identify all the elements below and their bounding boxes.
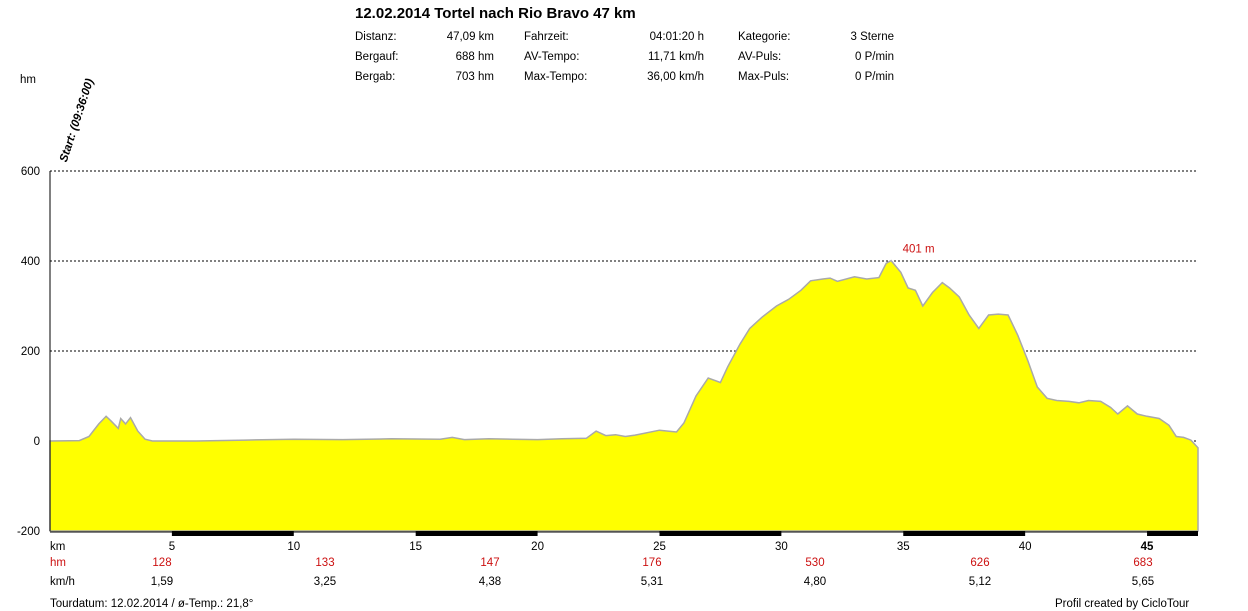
stat-label-bergab: Bergab: (355, 71, 396, 83)
max-elevation-annotation: 401 m (903, 244, 935, 256)
kmh-row-value: 5,31 (640, 576, 664, 588)
stat-value-max-tempo: 36,00 km/h (647, 71, 704, 83)
hm-row-value: 683 (1133, 557, 1153, 569)
hm-row-value: 128 (152, 557, 172, 569)
x-tick-label: 35 (897, 541, 910, 553)
kmh-row-value: 3,25 (313, 576, 337, 588)
hm-row-value: 176 (642, 557, 662, 569)
hm-row-value: 626 (970, 557, 990, 569)
kmh-row-value: 5,65 (1131, 576, 1155, 588)
stat-label-av-puls: AV-Puls: (738, 51, 782, 63)
kmh-row-label: km/h (50, 576, 75, 588)
stat-value-kategorie: 3 Sterne (850, 31, 894, 43)
x-tick-label: 5 (169, 541, 175, 553)
km-row-label: km (50, 541, 65, 553)
stat-value-fahrzeit: 04:01:20 h (649, 31, 704, 43)
y-axis-label: hm (20, 74, 36, 86)
y-tick-label: 0 (34, 436, 40, 448)
stat-label-max-tempo: Max-Tempo: (524, 71, 588, 83)
kmh-row-value: 1,59 (150, 576, 174, 588)
x-tick-label: 40 (1019, 541, 1032, 553)
kmh-row-value: 4,38 (478, 576, 502, 588)
stat-value-distanz: 47,09 km (446, 31, 494, 43)
stat-value-av-puls: 0 P/min (855, 51, 894, 63)
y-tick-label: 600 (21, 166, 40, 178)
stat-value-max-puls: 0 P/min (855, 71, 894, 83)
km-band-segment (659, 531, 782, 536)
km-band-segment (1147, 531, 1198, 536)
footer-tour-info: Tourdatum: 12.02.2014 / ø-Temp.: 21,8° (50, 598, 254, 610)
y-tick-label: -200 (17, 526, 40, 538)
kmh-row-value: 5,12 (968, 576, 992, 588)
km-band-segment (903, 531, 1026, 536)
km-band-segment (415, 531, 538, 536)
stat-label-av-tempo: AV-Tempo: (524, 51, 580, 63)
stat-label-kategorie: Kategorie: (738, 31, 791, 43)
hm-row-label: hm (50, 557, 66, 569)
x-tick-label: 15 (409, 541, 422, 553)
stat-label-fahrzeit: Fahrzeit: (524, 31, 569, 43)
x-tick-label: 25 (653, 541, 666, 553)
x-tick-label: 30 (775, 541, 788, 553)
x-tick-label: 45 (1141, 541, 1154, 553)
y-tick-label: 400 (21, 256, 40, 268)
stat-label-bergauf: Bergauf: (355, 51, 399, 63)
hm-row-value: 147 (480, 557, 500, 569)
x-tick-label: 20 (531, 541, 544, 553)
chart-title: 12.02.2014 Tortel nach Rio Bravo 47 km (355, 5, 636, 22)
km-band-segment (171, 531, 294, 536)
stat-value-av-tempo: 11,71 km/h (647, 51, 704, 63)
stat-label-distanz: Distanz: (355, 31, 397, 43)
y-tick-label: 200 (21, 346, 40, 358)
elevation-area (49, 259, 1199, 532)
stat-value-bergab: 703 hm (455, 71, 494, 83)
hm-row-value: 530 (805, 557, 825, 569)
footer-credit: Profil created by CicloTour (1055, 598, 1190, 610)
stat-label-max-puls: Max-Puls: (738, 71, 790, 83)
stat-value-bergauf: 688 hm (455, 51, 494, 63)
x-tick-label: 10 (287, 541, 300, 553)
hm-row-value: 133 (315, 557, 335, 569)
kmh-row-value: 4,80 (803, 576, 827, 588)
